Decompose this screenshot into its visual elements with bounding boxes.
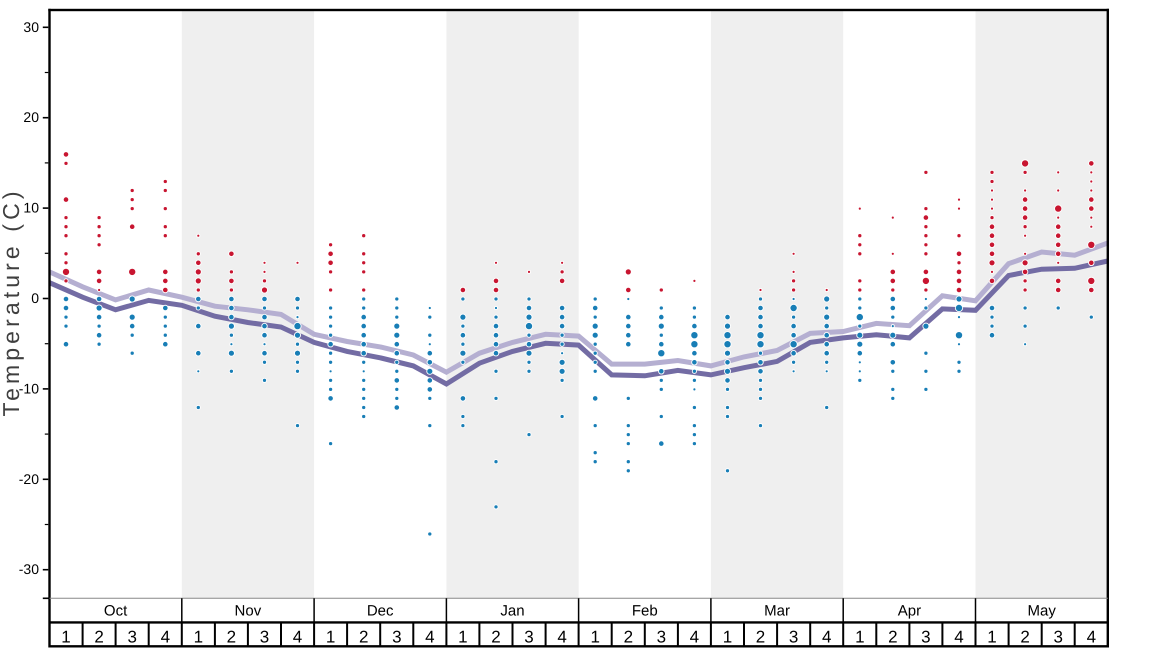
svg-text:0: 0 xyxy=(31,290,39,306)
svg-text:Nov: Nov xyxy=(235,602,262,619)
svg-text:4: 4 xyxy=(557,628,566,647)
svg-text:4: 4 xyxy=(690,628,699,647)
svg-text:3: 3 xyxy=(127,628,136,647)
svg-text:2: 2 xyxy=(888,628,897,647)
svg-text:30: 30 xyxy=(23,19,39,35)
svg-text:Apr: Apr xyxy=(898,602,921,619)
svg-text:1: 1 xyxy=(326,628,335,647)
svg-text:1: 1 xyxy=(61,628,70,647)
svg-text:3: 3 xyxy=(524,628,533,647)
svg-text:3: 3 xyxy=(789,628,798,647)
svg-text:Jan: Jan xyxy=(500,602,524,619)
svg-text:-30: -30 xyxy=(19,561,39,577)
svg-text:1: 1 xyxy=(194,628,203,647)
svg-text:4: 4 xyxy=(822,628,831,647)
svg-text:1: 1 xyxy=(590,628,599,647)
svg-text:2: 2 xyxy=(1020,628,1029,647)
svg-text:-10: -10 xyxy=(19,380,39,396)
svg-text:3: 3 xyxy=(1053,628,1062,647)
svg-text:1: 1 xyxy=(987,628,996,647)
svg-text:2: 2 xyxy=(94,628,103,647)
svg-text:4: 4 xyxy=(425,628,434,647)
svg-text:4: 4 xyxy=(293,628,302,647)
svg-text:Feb: Feb xyxy=(632,602,658,619)
svg-text:10: 10 xyxy=(23,200,39,216)
svg-text:3: 3 xyxy=(260,628,269,647)
svg-text:2: 2 xyxy=(227,628,236,647)
svg-text:4: 4 xyxy=(1087,628,1096,647)
svg-text:20: 20 xyxy=(23,109,39,125)
svg-text:2: 2 xyxy=(491,628,500,647)
svg-text:1: 1 xyxy=(855,628,864,647)
svg-text:Temperature (C): Temperature (C) xyxy=(0,192,24,417)
svg-text:4: 4 xyxy=(161,628,170,647)
svg-text:3: 3 xyxy=(657,628,666,647)
svg-text:-20: -20 xyxy=(19,471,39,487)
svg-text:Dec: Dec xyxy=(367,602,394,619)
svg-text:3: 3 xyxy=(392,628,401,647)
svg-text:2: 2 xyxy=(359,628,368,647)
svg-text:2: 2 xyxy=(756,628,765,647)
svg-text:1: 1 xyxy=(723,628,732,647)
svg-text:May: May xyxy=(1028,602,1057,619)
svg-text:2: 2 xyxy=(624,628,633,647)
svg-text:4: 4 xyxy=(954,628,963,647)
svg-text:3: 3 xyxy=(921,628,930,647)
svg-text:Oct: Oct xyxy=(104,602,128,619)
svg-text:Mar: Mar xyxy=(764,602,790,619)
svg-text:1: 1 xyxy=(458,628,467,647)
